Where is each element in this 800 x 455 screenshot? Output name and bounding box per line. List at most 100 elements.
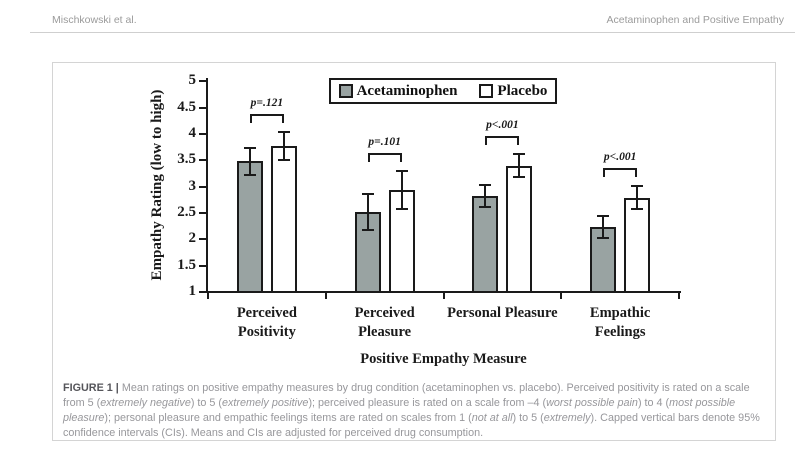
sig-bracket-right [281, 114, 284, 124]
error-bar-cap-bottom [631, 208, 644, 211]
y-tick-label: 3.5 [177, 151, 196, 168]
sig-bracket-left [249, 114, 252, 124]
caption-text: ) to 4 ( [637, 397, 670, 409]
caption-italic-text: extremely positive [222, 397, 309, 409]
error-bar-cap-bottom [395, 208, 408, 211]
y-tick-label: 1 [188, 283, 197, 299]
category-label-line: Perceived [236, 305, 297, 321]
category-label: Personal Pleasure [427, 304, 577, 323]
legend-label-placebo: Placebo [497, 82, 548, 99]
category-label-line: Empathic [589, 305, 651, 321]
error-bar-line [602, 215, 605, 238]
sig-bracket-top [485, 135, 520, 138]
p-value-label: p=.101 [368, 136, 401, 149]
chart-legend: Acetaminophen Placebo [329, 78, 557, 104]
category-label: Perceived Pleasure [310, 304, 460, 342]
y-axis-tick [199, 132, 206, 135]
x-axis-tick [678, 293, 680, 299]
y-tick-label: 1.5 [177, 256, 196, 273]
y-axis-tick [199, 238, 206, 241]
bar-placebo-2 [506, 165, 533, 293]
error-bar-cap-bottom [513, 176, 526, 179]
error-bar-line [518, 153, 521, 178]
y-tick-label: 4.5 [177, 98, 196, 115]
x-axis-tick [207, 293, 209, 299]
bar-chart: 1 1.5 2 2.5 3 3.5 4 4.5 5 p=.121 Perceived Positivi… [53, 63, 775, 383]
y-tick-label: 2 [188, 230, 197, 247]
legend-item-placebo: Placebo [479, 83, 547, 100]
category-label: Perceived Positivity [192, 304, 342, 342]
bar-acetaminophen-0 [236, 161, 263, 293]
category-label-line: Feelings [594, 324, 646, 340]
caption-italic-text: extremely negative [100, 397, 191, 409]
category-label-line: Personal Pleasure [447, 305, 558, 321]
y-axis-tick [199, 185, 206, 188]
y-tick-label: 2.5 [177, 203, 196, 220]
error-bar-line [400, 171, 403, 210]
x-axis-title: Positive Empathy Measure [360, 351, 527, 367]
bar-placebo-3 [624, 197, 651, 293]
y-axis-line [206, 78, 208, 293]
x-axis-tick [560, 293, 563, 299]
category-label-line: Pleasure [358, 324, 412, 340]
sig-bracket-left [367, 153, 370, 163]
x-axis-tick [324, 293, 327, 299]
bar-acetaminophen-2 [472, 195, 499, 293]
caption-italic-text: extremely [543, 412, 591, 424]
error-bar-line [282, 132, 285, 160]
error-bar-cap-top [277, 131, 290, 134]
legend-swatch-placebo-icon [479, 84, 494, 98]
y-axis-tick [199, 211, 206, 214]
p-value-label: p<.001 [486, 118, 519, 131]
y-tick-label: 3 [188, 177, 197, 194]
error-bar-cap-top [479, 183, 492, 186]
sig-bracket-top [367, 153, 402, 156]
caption-text: ) to 5 ( [190, 397, 223, 409]
caption-figure-number: FIGURE 1 | [63, 382, 122, 394]
x-axis-tick [442, 293, 445, 299]
legend-item-acetaminophen: Acetaminophen [338, 82, 458, 100]
p-value-label: p<.001 [603, 151, 637, 164]
error-bar-cap-bottom [361, 228, 374, 231]
caption-text: ). Capped vertical bars denote 95% confi… [63, 412, 760, 439]
sig-bracket-left [603, 168, 606, 178]
error-bar-cap-top [243, 147, 256, 150]
legend-swatch-acetaminophen-icon [338, 84, 353, 98]
error-bar-line [366, 194, 369, 230]
bar-placebo-0 [270, 146, 297, 293]
category-label-line: Positivity [237, 324, 296, 340]
error-bar-cap-bottom [479, 205, 492, 208]
p-value-label: p=.121 [250, 97, 284, 110]
caption-text: ) to 5 ( [512, 412, 544, 424]
error-bar-cap-top [361, 193, 374, 196]
error-bar-cap-top [597, 214, 610, 217]
running-head-title: Acetaminophen and Positive Empathy [606, 14, 784, 26]
caption-text: ); personal pleasure and empathic feelin… [104, 412, 472, 424]
y-axis-tick [199, 264, 206, 267]
header-divider [30, 32, 795, 33]
caption-italic-text: worst possible pain [546, 397, 638, 409]
error-bar-line [636, 186, 639, 210]
error-bar-cap-bottom [277, 158, 290, 161]
error-bar-line [484, 184, 487, 207]
error-bar-cap-bottom [597, 236, 610, 239]
y-axis-tick [199, 80, 206, 83]
y-axis-title: Empathy Rating (low to high) [149, 89, 165, 281]
category-label: Empathic Feelings [545, 304, 695, 342]
sig-bracket-top [249, 114, 284, 117]
error-bar-cap-top [631, 185, 644, 188]
caption-text: ); perceived pleasure is rated on a scal… [308, 397, 547, 409]
y-tick-label: 4 [188, 124, 197, 141]
y-axis-tick [199, 159, 206, 162]
y-axis-tick [199, 291, 206, 293]
caption-italic-text: not at all [471, 412, 513, 424]
figure-caption: FIGURE 1 | Mean ratings on positive empa… [63, 381, 763, 441]
figure-panel: 1 1.5 2 2.5 3 3.5 4 4.5 5 p=.121 Perceived Positivi… [52, 62, 776, 441]
error-bar-cap-top [513, 152, 526, 155]
caption-italic-text: most possible pleasure [63, 397, 736, 424]
legend-label-acetaminophen: Acetaminophen [356, 82, 458, 99]
sig-bracket-right [399, 153, 402, 163]
error-bar-line [248, 148, 251, 175]
error-bar-cap-bottom [243, 173, 256, 176]
